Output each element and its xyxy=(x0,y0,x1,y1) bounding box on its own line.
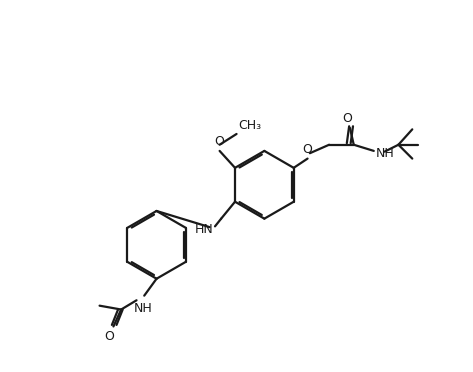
Text: O: O xyxy=(215,135,225,148)
Text: O: O xyxy=(105,330,114,343)
Text: O: O xyxy=(303,142,313,155)
Text: NH: NH xyxy=(133,302,152,315)
Text: NH: NH xyxy=(375,147,394,160)
Text: CH₃: CH₃ xyxy=(238,119,261,132)
Text: O: O xyxy=(342,112,352,125)
Text: HN: HN xyxy=(195,223,214,236)
